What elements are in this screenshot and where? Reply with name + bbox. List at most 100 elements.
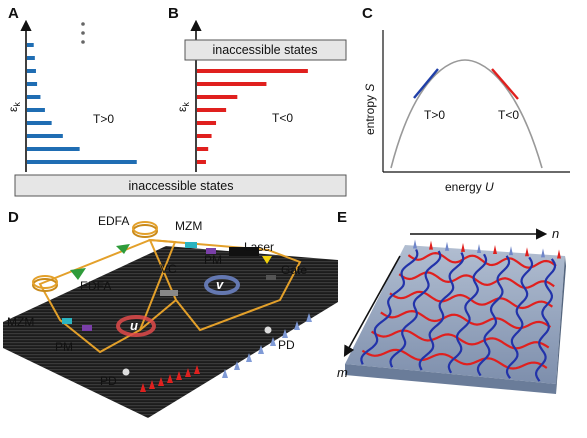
label-mzm-top: MZM bbox=[175, 219, 202, 233]
lattice-pulse bbox=[493, 245, 497, 255]
panel-a: A εk T>0 bbox=[6, 5, 137, 172]
energy-level-bar bbox=[197, 160, 206, 164]
waveguide-blue bbox=[534, 258, 557, 382]
axis-n-label: n bbox=[552, 226, 559, 241]
panel-a-levels bbox=[27, 43, 137, 164]
blue-pulse bbox=[258, 345, 264, 354]
red-pulse bbox=[158, 377, 164, 386]
axis-m-arrow bbox=[343, 255, 401, 357]
label-pd-bottom: PD bbox=[100, 374, 117, 388]
energy-level-bar bbox=[27, 95, 41, 99]
lattice-pulse bbox=[429, 240, 433, 250]
waveguide-blue bbox=[505, 256, 534, 379]
red-pulse bbox=[194, 365, 200, 374]
label-vc: VC bbox=[160, 262, 177, 276]
variable-coupler bbox=[160, 290, 178, 296]
label-edfa-top: EDFA bbox=[98, 214, 129, 228]
waveguide-blue bbox=[360, 249, 419, 365]
blue-pulse-train bbox=[222, 313, 312, 378]
label-pd-right: PD bbox=[278, 338, 295, 352]
panel-c-letter: C bbox=[362, 5, 373, 22]
blue-pulse bbox=[294, 321, 300, 330]
coupler-fiber bbox=[139, 299, 177, 331]
label-edfa-left: EDFA bbox=[80, 279, 111, 293]
energy-level-bar bbox=[27, 134, 63, 138]
energy-level-bar bbox=[197, 134, 212, 138]
edfa-coil-top bbox=[132, 221, 158, 238]
energy-level-bar bbox=[27, 108, 45, 112]
waveguide-blue bbox=[418, 252, 465, 371]
label-laser: Laser bbox=[244, 240, 274, 254]
energy-level-bar bbox=[197, 69, 308, 73]
axis-m-label: m bbox=[337, 365, 348, 380]
waveguide-blue bbox=[476, 255, 511, 377]
lattice-slab-front bbox=[345, 364, 556, 394]
mzm-left-modulator bbox=[62, 318, 72, 324]
panel-a-ylabel: εk bbox=[6, 102, 22, 112]
energy-level-bar bbox=[27, 147, 80, 151]
panel-c: C T>0 T<0 entropy S energy U bbox=[362, 5, 570, 194]
bottom-box-label: inaccessible states bbox=[129, 179, 234, 193]
mzm-top-modulator bbox=[185, 242, 197, 248]
blue-pulse bbox=[222, 369, 228, 378]
red-pulse bbox=[167, 374, 173, 383]
blue-pulse bbox=[282, 329, 288, 338]
energy-level-bar bbox=[197, 82, 267, 86]
circulation-u-arrow bbox=[116, 315, 156, 337]
lattice-pulse bbox=[461, 242, 465, 252]
blue-pulse bbox=[270, 337, 276, 346]
pm-top-modulator bbox=[206, 248, 216, 254]
pm-left-modulator bbox=[82, 325, 92, 331]
waveguide-blue bbox=[447, 253, 488, 374]
edfa-top-amplifier bbox=[116, 244, 130, 254]
panel-a-temperature: T>0 bbox=[93, 112, 114, 126]
optical-table bbox=[3, 246, 338, 418]
energy-level-bar bbox=[27, 82, 38, 86]
circulation-v-arrow bbox=[204, 275, 240, 295]
panel-a-ellipsis bbox=[81, 22, 85, 44]
energy-level-bar bbox=[27, 56, 35, 60]
red-pulse bbox=[140, 383, 146, 392]
lattice-pulse bbox=[557, 249, 561, 259]
entropy-curve bbox=[390, 59, 543, 169]
lattice-waves bbox=[360, 239, 561, 382]
pd-bottom-detector bbox=[122, 368, 130, 376]
waveguide-blue bbox=[389, 250, 442, 368]
inaccessible-states-bottom-box: inaccessible states bbox=[14, 174, 347, 197]
label-pm-left: PM bbox=[55, 340, 73, 354]
panel-c-left-label: T>0 bbox=[424, 108, 445, 122]
blue-pulse bbox=[306, 313, 312, 322]
panel-d: D EDFA MZ bbox=[3, 209, 338, 418]
energy-level-bar bbox=[27, 69, 36, 73]
panel-d-letter: D bbox=[8, 209, 19, 226]
inaccessible-states-top-box bbox=[184, 39, 347, 61]
panel-b-temperature: T<0 bbox=[272, 111, 293, 125]
top-box-label: inaccessible states bbox=[213, 43, 318, 57]
panel-c-right-label: T<0 bbox=[498, 108, 519, 122]
panel-b-levels bbox=[197, 69, 308, 164]
blue-pulse bbox=[246, 353, 252, 362]
edfa-coil-left bbox=[32, 275, 58, 292]
lattice-pulse bbox=[477, 243, 481, 253]
panel-b-letter: B bbox=[168, 5, 179, 22]
label-u: u bbox=[130, 318, 138, 333]
edfa-left-amplifier bbox=[70, 268, 86, 280]
panel-a-letter: A bbox=[8, 5, 19, 22]
label-v: v bbox=[216, 277, 224, 292]
lattice-pulse bbox=[509, 246, 513, 256]
panel-e-letter: E bbox=[337, 209, 347, 226]
energy-level-bar bbox=[27, 121, 52, 125]
label-gate: Gate bbox=[281, 263, 307, 277]
blue-pulse bbox=[234, 361, 240, 370]
waveguide-red bbox=[371, 329, 550, 350]
panel-b: B inaccessible states εk T<0 bbox=[168, 5, 347, 172]
energy-level-bar bbox=[197, 108, 227, 112]
lattice-pulse bbox=[541, 248, 545, 258]
laser-triangle bbox=[262, 256, 272, 264]
lattice-pulse bbox=[445, 241, 449, 251]
panel-e: E n m bbox=[337, 209, 566, 394]
red-pulse bbox=[149, 380, 155, 389]
lattice-pulse bbox=[525, 247, 529, 257]
red-pulse-train bbox=[140, 365, 200, 392]
